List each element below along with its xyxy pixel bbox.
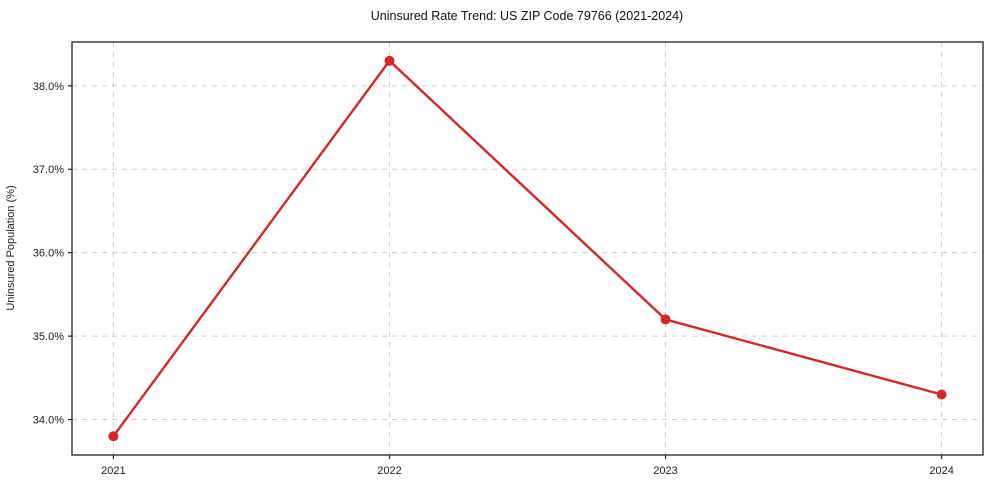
x-tick-label-2023: 2023: [653, 465, 677, 477]
data-point-2024: [936, 389, 947, 400]
data-point-2023: [660, 314, 671, 325]
series-line-uninsured-rate: [112, 59, 943, 438]
data-layer: [108, 55, 947, 442]
y-tick-label-38: 38.0%: [33, 81, 64, 93]
data-point-2022: [384, 55, 395, 66]
y-tick-label-34: 34.0%: [33, 415, 64, 427]
x-tick-label-2022: 2022: [377, 465, 401, 477]
data-point-2021: [108, 431, 119, 442]
y-tick-label-37: 37.0%: [33, 164, 64, 176]
plot-border: [71, 41, 984, 456]
axis-layer: 2021 2022 2023 2024 34.0% 35.0% 36.0% 37.0% 38.0…: [33, 41, 984, 477]
y-tick-label-36: 36.0%: [33, 248, 64, 260]
y-tick-label-35: 35.0%: [33, 331, 64, 343]
grid-layer: [72, 42, 983, 455]
chart-title: Uninsured Rate Trend: US ZIP Code 79766 …: [371, 9, 683, 23]
x-tick-label-2024: 2024: [929, 465, 953, 477]
x-tick-label-2021: 2021: [101, 465, 125, 477]
y-axis-label: Uninsured Population (%): [5, 185, 17, 310]
